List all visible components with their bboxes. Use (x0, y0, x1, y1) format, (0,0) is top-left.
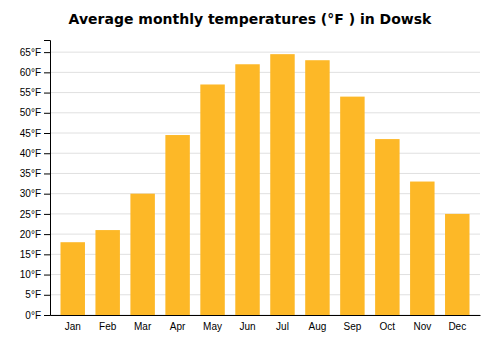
bar (200, 84, 224, 315)
y-tick: 50°F (20, 107, 50, 118)
x-tick-label: Feb (99, 321, 117, 332)
grid-line (50, 153, 480, 154)
y-tick: 45°F (20, 128, 50, 139)
x-tick: Oct (380, 321, 396, 332)
bar (270, 54, 294, 315)
x-tick-label: Dec (448, 321, 466, 332)
x-tick-label: Jun (239, 321, 255, 332)
y-tick: 65°F (20, 47, 50, 58)
x-tick: Feb (99, 321, 117, 332)
y-tick-mark (44, 315, 50, 316)
y-tick: 55°F (20, 87, 50, 98)
y-tick-mark (44, 133, 50, 134)
y-tick: 10°F (20, 269, 50, 280)
y-tick-mark (44, 234, 50, 235)
y-tick: 30°F (20, 188, 50, 199)
y-tick-label: 60°F (20, 67, 41, 78)
y-tick: 0°F (25, 310, 50, 321)
bar (340, 97, 364, 315)
x-tick: Sep (343, 321, 361, 332)
y-tick-label: 35°F (20, 168, 41, 179)
x-axis-line (51, 315, 481, 316)
y-tick-label: 55°F (20, 87, 41, 98)
y-tick-mark (44, 52, 50, 53)
y-tick: 20°F (20, 229, 50, 240)
grid-line (50, 133, 480, 134)
y-tick-mark (44, 113, 50, 114)
x-tick-label: Oct (380, 321, 396, 332)
y-tick-mark (44, 194, 50, 195)
y-axis: 0°F 5°F 10°F 15°F 20°F 25°F 30°F 35°F 40°F 45°F 50… (20, 41, 51, 321)
bars (60, 54, 469, 315)
x-tick: Apr (170, 321, 186, 332)
x-tick: May (203, 321, 222, 332)
y-tick-label: 5°F (25, 289, 41, 300)
y-tick-label: 10°F (20, 269, 41, 280)
bar (130, 194, 154, 315)
y-tick: 40°F (20, 148, 50, 159)
bar (375, 139, 399, 315)
y-axis-line (44, 41, 51, 316)
y-tick-label: 0°F (25, 310, 41, 321)
bar (305, 60, 329, 315)
title: Average monthly temperatures (°F ) in Do… (69, 11, 432, 27)
x-tick-label: Mar (134, 321, 152, 332)
y-tick-label: 45°F (20, 128, 41, 139)
grid-line (50, 72, 480, 73)
grid (50, 52, 480, 315)
bar (445, 214, 469, 315)
y-tick-mark (44, 295, 50, 296)
x-tick: Jan (65, 321, 81, 332)
x-tick-label: Jan (65, 321, 81, 332)
x-tick: Nov (413, 321, 431, 332)
x-tick: Jun (239, 321, 255, 332)
y-tick: 15°F (20, 249, 50, 260)
y-tick-mark (44, 153, 50, 154)
y-tick-mark (44, 173, 50, 174)
grid-line (50, 52, 480, 53)
y-tick: 35°F (20, 168, 50, 179)
y-tick-mark (44, 93, 50, 94)
y-tick-label: 65°F (20, 47, 41, 58)
x-tick-label: Sep (343, 321, 361, 332)
bar (410, 182, 434, 315)
grid-line (50, 92, 480, 93)
y-tick-label: 30°F (20, 188, 41, 199)
bar (95, 230, 119, 315)
y-tick-mark (44, 214, 50, 215)
chart: 0°F 5°F 10°F 15°F 20°F 25°F 30°F 35°F 40°F 45°F 50… (0, 0, 500, 350)
y-tick: 25°F (20, 209, 50, 220)
plot: 0°F 5°F 10°F 15°F 20°F 25°F 30°F 35°F 40°F 45°F 50… (20, 41, 481, 333)
y-tick-label: 25°F (20, 209, 41, 220)
x-tick-label: Jul (276, 321, 289, 332)
grid-line (50, 112, 480, 113)
y-tick: 60°F (20, 67, 50, 78)
x-tick: Aug (309, 321, 327, 332)
x-tick-label: Apr (170, 321, 186, 332)
y-tick-label: 50°F (20, 107, 41, 118)
x-tick-label: May (203, 321, 222, 332)
y-tick-label: 20°F (20, 229, 41, 240)
bar (235, 64, 259, 315)
y-tick-label: 15°F (20, 249, 41, 260)
bar (165, 135, 189, 315)
x-tick: Jul (276, 321, 289, 332)
x-tick: Dec (448, 321, 466, 332)
y-tick-mark (44, 254, 50, 255)
grid-line (50, 173, 480, 174)
y-tick: 5°F (25, 289, 50, 300)
y-tick-label: 40°F (20, 148, 41, 159)
x-tick-label: Aug (309, 321, 327, 332)
x-axis: Jan Feb Mar Apr May Jun Jul Aug Sep Oct Nov Dec (51, 316, 481, 333)
x-tick: Mar (134, 321, 152, 332)
y-tick-mark (44, 275, 50, 276)
y-tick-mark (44, 72, 50, 73)
x-tick-label: Nov (413, 321, 431, 332)
bar (60, 242, 84, 315)
